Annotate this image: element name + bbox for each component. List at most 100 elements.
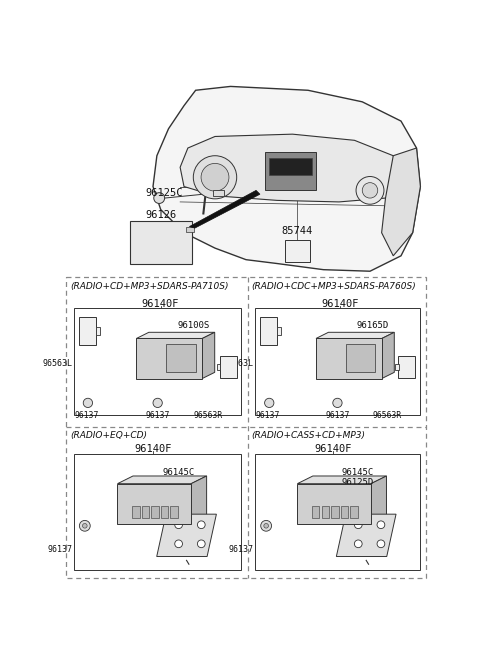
- Bar: [297, 483, 371, 523]
- Polygon shape: [190, 190, 260, 228]
- Bar: [395, 364, 399, 371]
- Circle shape: [264, 523, 268, 528]
- Polygon shape: [382, 148, 420, 256]
- Text: 96140F: 96140F: [314, 443, 352, 454]
- Polygon shape: [382, 333, 394, 379]
- Bar: [255, 308, 420, 415]
- Text: 96563R: 96563R: [193, 411, 223, 420]
- Circle shape: [362, 182, 378, 198]
- Circle shape: [354, 521, 362, 529]
- Text: 96137: 96137: [229, 544, 254, 554]
- Bar: [170, 506, 178, 518]
- Circle shape: [153, 398, 162, 407]
- Polygon shape: [136, 333, 215, 338]
- Bar: [216, 364, 220, 371]
- Circle shape: [377, 521, 385, 529]
- Bar: [341, 506, 348, 518]
- Text: 96563L: 96563L: [42, 359, 72, 368]
- Bar: [285, 240, 310, 262]
- Text: 96563L: 96563L: [341, 510, 371, 520]
- Polygon shape: [371, 476, 386, 523]
- Bar: [74, 454, 241, 570]
- Bar: [322, 506, 329, 518]
- Text: 96165D: 96165D: [357, 321, 389, 329]
- Text: (RADIO+EQ+CD): (RADIO+EQ+CD): [70, 432, 147, 440]
- Circle shape: [301, 501, 306, 506]
- Text: 96125C: 96125C: [145, 188, 183, 197]
- Bar: [350, 506, 358, 518]
- Bar: [151, 506, 159, 518]
- Polygon shape: [316, 333, 394, 338]
- Circle shape: [84, 335, 90, 340]
- Text: 85744: 85744: [282, 226, 313, 236]
- Polygon shape: [153, 87, 420, 271]
- Bar: [142, 506, 149, 518]
- Text: 96563R: 96563R: [341, 501, 371, 510]
- Polygon shape: [202, 333, 215, 379]
- Polygon shape: [336, 514, 396, 556]
- Circle shape: [83, 523, 87, 528]
- Text: 96145C: 96145C: [342, 468, 374, 476]
- Circle shape: [356, 176, 384, 204]
- Text: 96563R: 96563R: [161, 501, 192, 510]
- Bar: [316, 338, 382, 379]
- Circle shape: [175, 540, 182, 548]
- Bar: [331, 506, 338, 518]
- Bar: [265, 152, 316, 190]
- Text: 96140F: 96140F: [142, 299, 179, 309]
- Text: 96100S: 96100S: [177, 321, 209, 329]
- Polygon shape: [180, 134, 401, 202]
- Bar: [132, 506, 140, 518]
- Circle shape: [377, 540, 385, 548]
- Circle shape: [403, 364, 409, 370]
- Bar: [346, 344, 375, 373]
- Circle shape: [264, 398, 274, 407]
- Bar: [277, 327, 281, 335]
- Bar: [118, 483, 191, 523]
- Circle shape: [193, 155, 237, 199]
- Bar: [96, 327, 99, 335]
- Circle shape: [197, 521, 205, 529]
- Bar: [312, 506, 319, 518]
- Circle shape: [225, 364, 231, 370]
- Circle shape: [333, 398, 342, 407]
- Bar: [255, 454, 420, 570]
- Circle shape: [79, 520, 90, 531]
- Bar: [186, 228, 194, 232]
- Bar: [220, 356, 237, 378]
- Text: (RADIO+CDC+MP3+SDARS-PA760S): (RADIO+CDC+MP3+SDARS-PA760S): [252, 282, 416, 291]
- Bar: [269, 158, 312, 175]
- Text: (RADIO+CASS+CD+MP3): (RADIO+CASS+CD+MP3): [252, 432, 365, 440]
- Circle shape: [354, 540, 362, 548]
- Circle shape: [265, 335, 272, 340]
- Bar: [74, 308, 241, 415]
- Polygon shape: [118, 476, 206, 483]
- Circle shape: [83, 398, 93, 407]
- Circle shape: [197, 540, 205, 548]
- Text: 96137: 96137: [255, 411, 280, 420]
- Bar: [214, 190, 224, 195]
- Circle shape: [135, 253, 140, 258]
- Bar: [66, 277, 426, 578]
- Circle shape: [154, 193, 165, 203]
- Bar: [166, 344, 196, 373]
- Polygon shape: [157, 514, 216, 556]
- Circle shape: [201, 163, 229, 191]
- Text: 96137: 96137: [145, 411, 170, 420]
- Text: 96140F: 96140F: [322, 299, 359, 309]
- Bar: [79, 318, 96, 345]
- Text: 96140F: 96140F: [134, 443, 172, 454]
- Text: 96137: 96137: [74, 411, 98, 420]
- Circle shape: [298, 499, 309, 509]
- Text: 96563L: 96563L: [224, 359, 254, 368]
- Text: 96125D: 96125D: [342, 478, 374, 487]
- Bar: [130, 221, 192, 264]
- Circle shape: [265, 322, 272, 328]
- Text: 96137: 96137: [325, 411, 349, 420]
- Text: 96145C: 96145C: [162, 468, 194, 476]
- Circle shape: [84, 322, 90, 328]
- Text: 96563R: 96563R: [372, 411, 401, 420]
- Circle shape: [261, 520, 272, 531]
- Circle shape: [175, 521, 182, 529]
- Circle shape: [118, 499, 129, 509]
